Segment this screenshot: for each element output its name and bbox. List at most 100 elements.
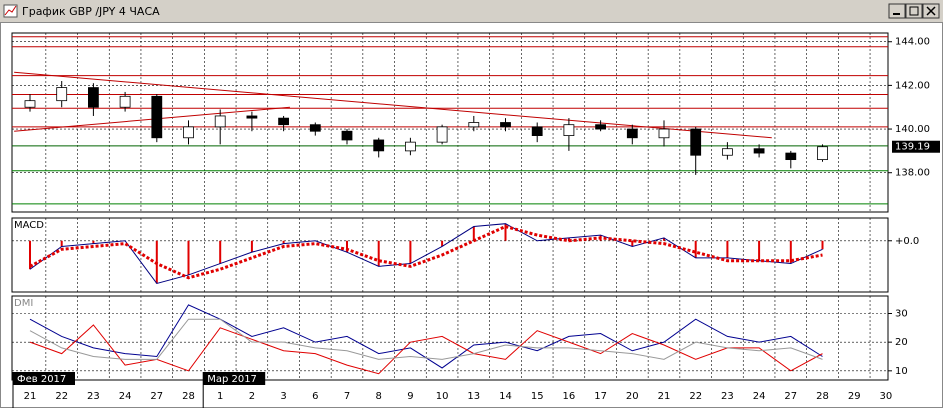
x-tick-label: 1 [217,391,223,402]
candle-body [341,130,353,141]
candle-body [24,100,36,108]
x-tick-label: 24 [753,391,766,402]
x-tick-label: 21 [24,391,37,402]
x-tick-label: 15 [531,391,544,402]
y-tick-label: 138.00 [895,168,930,179]
candle-body [817,146,828,161]
month-label: Мар 2017 [207,374,257,385]
histogram-bar [663,237,665,241]
histogram-bar [631,240,634,247]
histogram-bar [694,240,697,258]
histogram-bar [60,240,63,247]
histogram-bar [250,240,253,253]
trend-line [14,71,772,139]
x-tick-label: 30 [880,391,893,402]
x-tick-label: 9 [407,391,413,402]
histogram-bar [472,226,475,241]
x-tick-label: 27 [150,391,163,402]
candle-body [56,87,68,102]
y-tick-label: 30 [895,308,908,319]
restore-button[interactable] [905,3,923,19]
window-icon [4,5,17,16]
x-tick-label: 8 [376,391,382,402]
x-tick-label: 16 [563,391,576,402]
pane-title: MACD [14,220,44,231]
histogram-bar [282,240,285,244]
x-tick-label: 21 [658,391,671,402]
y-tick-label: 20 [895,337,908,348]
candle-body [595,124,606,130]
candle-body [563,124,575,136]
y-tick-label: +0.0 [895,236,919,247]
x-tick-label: 29 [848,391,861,402]
x-tick-label: 17 [594,391,607,402]
x-tick-label: 3 [280,391,286,402]
x-tick-label: 14 [499,391,512,402]
candle-body [88,87,99,108]
close-icon [926,6,936,16]
histogram-bar [409,240,412,264]
series-line [29,324,823,375]
x-tick-label: 2 [249,391,255,402]
restore-icon [909,6,919,16]
candle-body [500,122,511,128]
pane-frame [11,295,889,381]
candle-body [626,128,638,139]
candle-body [246,115,258,119]
x-tick-label: 6 [312,391,318,402]
x-tick-label: 22 [55,391,68,402]
series-line [29,223,823,285]
histogram-bar [789,240,792,264]
histogram-bar [377,240,380,267]
histogram-bar [758,240,761,261]
month-label: Фев 2017 [17,374,66,385]
y-tick-label: 140.00 [895,124,930,135]
histogram-bar [726,240,729,258]
minimize-button[interactable] [888,3,906,19]
histogram-bar [821,240,824,250]
x-tick-label: 24 [119,391,132,402]
x-tick-label: 28 [816,391,829,402]
histogram-bar [346,240,348,253]
window-buttons[interactable] [888,3,940,19]
x-tick-label: 22 [689,391,702,402]
candle-body [404,141,416,152]
x-tick-label: 20 [626,391,639,402]
histogram-bar [441,240,444,247]
candle-body [722,148,733,156]
pane-frame [11,217,889,293]
histogram-bar [92,240,95,244]
histogram-bar [504,223,507,241]
candle-body [658,128,670,139]
candle-body [183,126,194,139]
y-tick-label: 144.00 [895,37,930,48]
y-tick-label: 142.00 [895,80,930,91]
series-line [29,318,823,360]
candle-body [753,148,765,154]
x-tick-label: 13 [467,391,480,402]
x-tick-label: 28 [182,391,195,402]
series-line [29,224,823,280]
candle-body [690,128,702,156]
histogram-bar [29,240,31,270]
candle-body [151,95,163,139]
pane-title: DMI [14,298,33,309]
candle-body [214,115,226,128]
last-price-box [892,140,940,153]
x-tick-label: 23 [87,391,100,402]
x-tick-label: 23 [721,391,734,402]
candle-body [278,117,290,126]
candle-body [373,139,385,152]
month-box [203,372,266,385]
month-box [13,372,75,385]
x-tick-label: 27 [784,391,797,402]
candle-body [309,124,321,132]
candle-body [436,126,448,143]
last-price-label: 139.19 [895,142,930,153]
histogram-bar [187,240,190,275]
candle-body [119,95,131,108]
pane-frame [11,32,889,213]
y-tick-label: 10 [895,366,908,377]
